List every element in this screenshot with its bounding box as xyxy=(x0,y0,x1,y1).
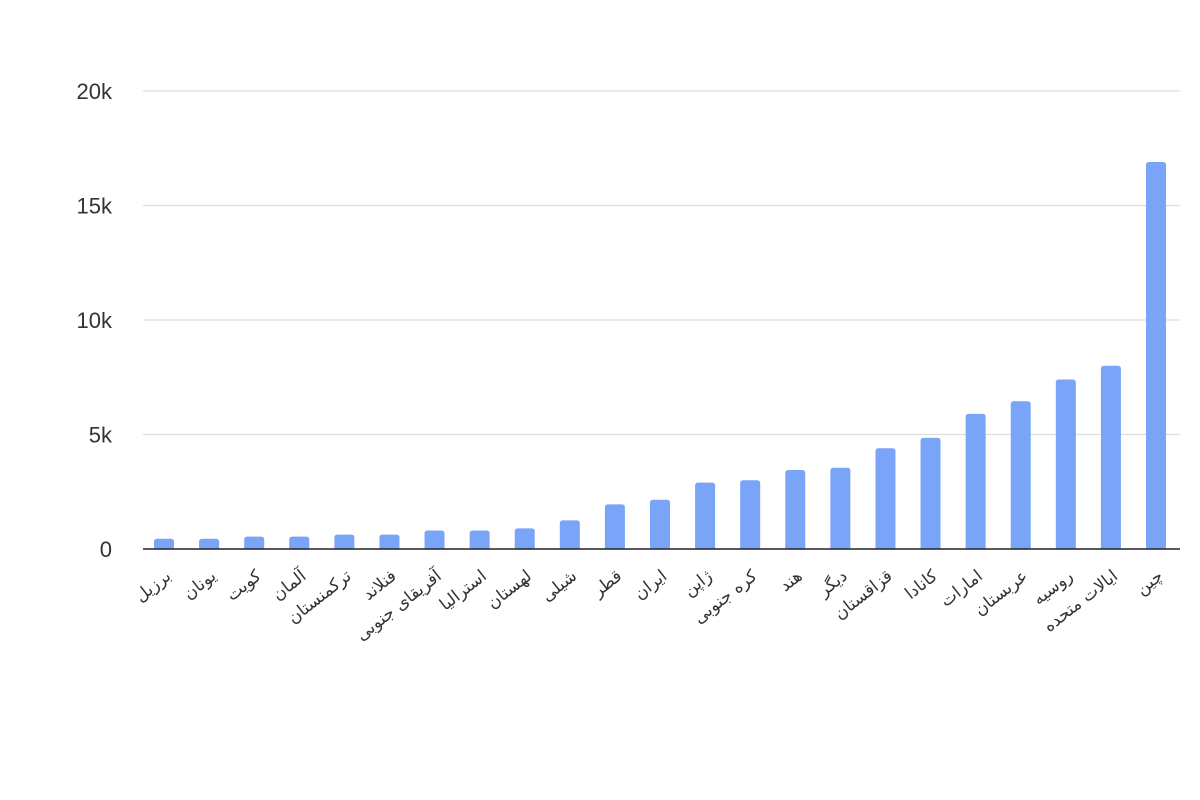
bar xyxy=(514,528,535,549)
bar xyxy=(289,536,310,549)
bar xyxy=(334,534,355,549)
bar xyxy=(740,480,761,549)
y-tick-label: 0 xyxy=(100,537,112,562)
bar xyxy=(785,469,806,549)
y-tick-label: 10k xyxy=(77,308,113,333)
gridlines xyxy=(143,90,1180,436)
bar xyxy=(1010,401,1031,549)
bar xyxy=(830,467,851,549)
bar xyxy=(469,530,490,549)
bar xyxy=(559,520,580,549)
bar xyxy=(1055,379,1076,549)
bars xyxy=(154,161,1166,550)
bar xyxy=(244,536,265,549)
bar xyxy=(154,538,174,549)
y-tick-label: 20k xyxy=(77,79,113,104)
y-tick-label: 5k xyxy=(89,423,113,448)
bar xyxy=(650,499,670,549)
y-axis-tick-labels: 0 5k 10k 15k 20k xyxy=(77,79,113,562)
bar xyxy=(379,534,400,549)
bar xyxy=(1146,161,1166,550)
bar xyxy=(920,437,941,549)
bar xyxy=(965,413,986,549)
bar xyxy=(695,482,716,549)
bar xyxy=(875,448,896,549)
bar xyxy=(199,538,220,549)
bar xyxy=(1100,365,1121,549)
y-tick-label: 15k xyxy=(77,194,113,219)
bar xyxy=(424,530,445,549)
bar xyxy=(604,504,625,549)
